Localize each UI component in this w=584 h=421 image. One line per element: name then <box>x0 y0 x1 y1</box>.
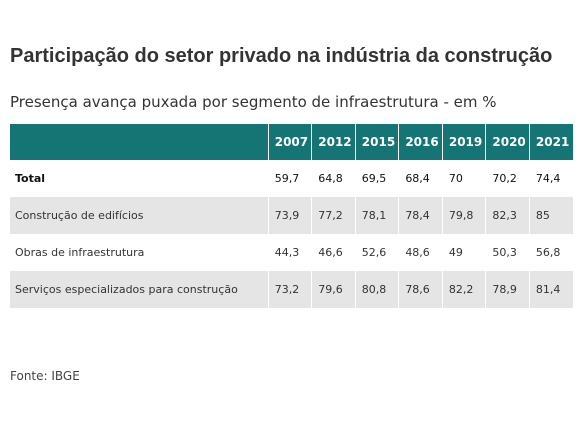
table-cell: 56,8 <box>528 234 573 271</box>
table-cell: 80,8 <box>354 271 399 308</box>
cropped-top-text <box>0 0 200 3</box>
table-cell: 73,9 <box>267 197 312 234</box>
table-cell: 74,4 <box>528 160 573 197</box>
header-year: 2021 <box>528 124 573 160</box>
table-cell: 77,2 <box>311 197 356 234</box>
table-cell: 52,6 <box>354 234 399 271</box>
header-year: 2015 <box>354 124 399 160</box>
table-cell: 49 <box>441 234 486 271</box>
table-cell: 78,6 <box>398 271 443 308</box>
header-year: 2016 <box>398 124 443 160</box>
header-year: 2019 <box>441 124 486 160</box>
table-cell: 44,3 <box>267 234 312 271</box>
table-cell: 79,6 <box>311 271 356 308</box>
data-table: 2007 2012 2015 2016 2019 2020 2021 Total… <box>10 124 573 308</box>
table-cell: 70,2 <box>485 160 530 197</box>
table-row-edificios: Construção de edifícios 73,9 77,2 78,1 7… <box>10 197 573 234</box>
row-label: Construção de edifícios <box>15 209 144 222</box>
table-cell: 81,4 <box>528 271 573 308</box>
table-cell: 78,9 <box>485 271 530 308</box>
table-cell: 73,2 <box>267 271 312 308</box>
table-cell: 78,4 <box>398 197 443 234</box>
table-cell: 50,3 <box>485 234 530 271</box>
row-label: Total <box>15 172 46 185</box>
table-cell: 69,5 <box>354 160 399 197</box>
row-label: Serviços especializados para construção <box>15 283 238 296</box>
header-year: 2007 <box>267 124 312 160</box>
table-cell: 85 <box>528 197 573 234</box>
table-row-infraestrutura: Obras de infraestrutura 44,3 46,6 52,6 4… <box>10 234 573 271</box>
row-label: Obras de infraestrutura <box>15 246 145 259</box>
header-year: 2012 <box>311 124 356 160</box>
table-cell: 70 <box>441 160 486 197</box>
table-cell: 78,1 <box>354 197 399 234</box>
source-note: Fonte: IBGE <box>10 369 80 383</box>
table-cell: 46,6 <box>311 234 356 271</box>
chart-title: Participação do setor privado na indústr… <box>10 45 553 67</box>
table-cell: 79,8 <box>441 197 486 234</box>
table-cell: 64,8 <box>311 160 356 197</box>
table-cell: 59,7 <box>267 160 312 197</box>
table-cell: 48,6 <box>398 234 443 271</box>
table-cell: 68,4 <box>398 160 443 197</box>
table-cell: 82,3 <box>485 197 530 234</box>
table-row-servicos: Serviços especializados para construção … <box>10 271 573 308</box>
header-label-cell <box>10 124 268 160</box>
chart-subtitle: Presença avança puxada por segmento de i… <box>10 93 497 111</box>
table-cell: 82,2 <box>441 271 486 308</box>
table-row-total: Total 59,7 64,8 69,5 68,4 70 70,2 74,4 <box>10 160 573 197</box>
table-header-row: 2007 2012 2015 2016 2019 2020 2021 <box>10 124 573 160</box>
header-year: 2020 <box>485 124 530 160</box>
